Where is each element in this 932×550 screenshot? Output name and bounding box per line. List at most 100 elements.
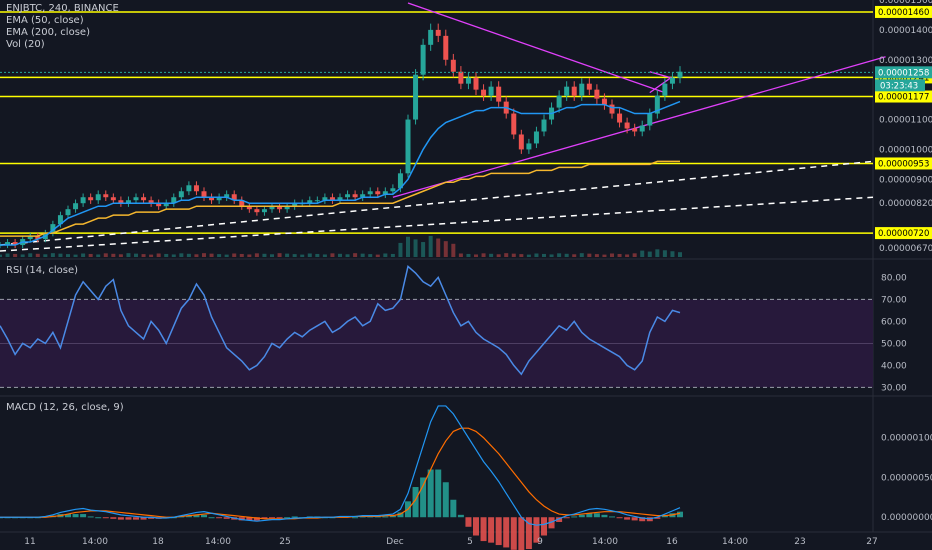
candle-body [669,77,675,84]
countdown-label: 03:23:43 [880,81,918,91]
macd-hist-bar [450,499,457,518]
candle-body [443,35,449,60]
volume-bar [13,253,18,257]
dashed-trend-line [0,160,874,246]
ema200-legend[interactable]: EMA (200, close) [6,27,90,38]
candle-body [435,29,441,36]
candle-body [601,98,607,105]
horizontal-levels[interactable] [0,11,873,234]
time-axis[interactable]: 11 14:00 18 14:00 25 Dec 5 9 14:00 16 14:00 23 27 [24,537,877,547]
volume-bar [126,253,131,257]
rsi-label[interactable]: RSI (14, close) [6,265,79,276]
candle-body [677,71,683,78]
candle-body [488,86,494,96]
macd-hist-bar [631,517,638,521]
volume-bar [360,253,365,257]
level-label-box [875,90,932,103]
price-axis[interactable]: 0.00001500 0.00001400 0.00001300 0.00001100… [0,0,932,523]
volume-bar [66,254,70,257]
candle-body [12,242,18,246]
volume-bar [678,252,682,257]
candle-body [654,95,660,114]
macd-hist-bar [208,517,215,519]
candle-body [556,95,562,108]
ema50-legend[interactable]: EMA (50, close) [6,15,84,26]
candle-body [511,113,517,135]
candle-body [133,197,139,201]
time-tick-label: Dec [386,537,403,547]
triangle-apex [649,71,673,94]
triangle-bottom [392,56,886,198]
macd-hist-bar [503,517,510,548]
candle-body [50,224,56,234]
candle-body [201,191,207,198]
candle-body [254,209,260,213]
macd-hist-bar [541,517,547,536]
macd-hist-bar [284,517,291,519]
volume-bar [458,253,463,257]
volume-bar [572,254,577,257]
candle-body [473,77,479,90]
volume-bar [579,253,584,257]
volume-bar [542,253,546,257]
grid-lines [0,0,932,533]
macd-tick-label: 0.00000050 [881,473,932,483]
candle-body [35,236,41,240]
macd-hist-bar [593,513,600,518]
vol-legend[interactable]: Vol (20) [6,39,45,50]
macd-hist-bar [140,517,147,520]
volume-bar [285,253,290,257]
time-tick-label: 27 [866,537,877,547]
macd-hist-bar [72,514,79,518]
volume-bar [262,253,267,257]
macd-hist-bar [110,517,117,519]
macd-hist-bar [442,482,449,518]
macd-label[interactable]: MACD (12, 26, close, 9) [6,402,124,413]
candle-body [163,203,169,207]
candle-body [420,44,426,75]
candle-body [178,191,184,198]
candle-body [571,86,577,96]
volume-bar [526,254,531,257]
candle-body [110,197,116,201]
macd-hist-bar [201,514,207,518]
candle-body [95,194,101,201]
candle-body [481,89,487,96]
volume-bar [88,253,93,257]
macd-hist-bar [518,517,525,550]
candle-body [375,191,381,195]
macd-hist-bar [510,517,517,550]
volume-bar [511,253,516,257]
rsi-panel[interactable] [0,265,873,388]
symbol-line[interactable]: ENJBTC, 240, BINANCE [6,3,119,14]
volume-bar [103,253,108,257]
candle-body [458,71,464,84]
volume-bar [428,235,433,257]
macd-legend: MACD (12, 26, close, 9) [6,402,124,414]
volume-bar [50,253,55,257]
volume-bar [496,254,501,257]
volume-bar [292,254,297,257]
macd-panel[interactable] [0,405,683,550]
volume-bar [594,254,599,257]
volume-bar [481,253,486,257]
macd-hist-bar [223,517,230,519]
candle-body [360,194,366,198]
rsi-legend: RSI (14, close) [6,265,78,277]
candle-body [564,86,570,96]
candle-body [586,83,592,90]
trend-lines[interactable] [0,2,886,252]
volume-bar [640,250,645,257]
volume-bar [194,254,199,257]
macd-hist-bar [465,517,472,527]
candle-body [277,206,283,210]
candle-body [261,209,267,213]
time-tick-label: 16 [666,537,678,547]
volume-bar [43,254,48,257]
volume-bar [186,253,191,257]
candle-body [171,197,177,204]
candle-body [307,200,313,204]
volume-bar [270,254,274,257]
